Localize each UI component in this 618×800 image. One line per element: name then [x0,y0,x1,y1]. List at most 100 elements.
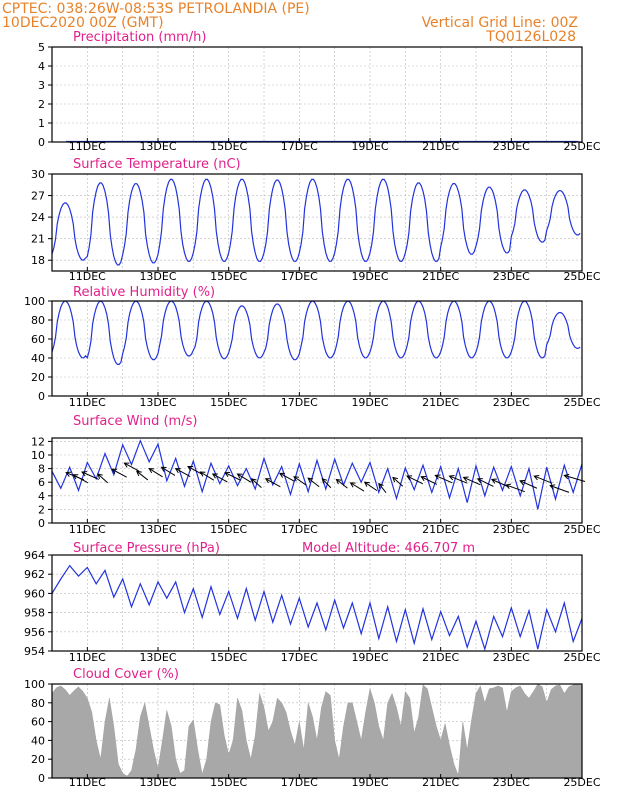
wind-arrow-head [211,473,218,479]
y-tick-label: 962 [24,568,45,581]
wind-arrow-head [224,471,231,478]
wind-arrow [279,472,295,482]
panel-frame [51,554,583,652]
panel-frame [51,46,583,143]
y-tick-label: 0 [38,390,45,403]
x-tick-label: 15DEC [210,396,247,409]
y-tick-label: 20 [31,371,45,384]
x-tick-label: 21DEC [422,396,459,409]
wind-arrow [265,478,281,488]
y-tick-label: 8 [38,463,45,476]
wind-arrow [435,474,453,484]
wind-arrow [161,466,176,476]
wind-arrow [212,473,228,483]
x-tick-label: 13DEC [139,270,176,283]
x-tick-label: 21DEC [422,776,459,789]
y-tick-label: 954 [24,645,45,658]
wind-arrow-head [335,478,342,485]
wind-arrow [81,471,100,480]
y-tick-label: 4 [38,490,45,503]
wind-arrow-head [563,473,570,480]
y-tick-label: 24 [31,211,45,224]
wind-arrow-head [250,478,257,484]
wind-arrow [111,468,127,478]
wind-arrow [378,483,387,493]
wind-arrow-head [65,471,72,477]
y-tick-label: 5 [38,41,45,54]
wind-arrow-head [278,472,285,478]
wind-speed-line [51,439,583,510]
panel-title: Surface Wind (m/s) [73,414,197,429]
wind-arrow [364,481,378,492]
y-tick-label: 964 [24,549,45,562]
panel-frame [51,300,583,397]
y-tick-label: 100 [24,295,45,308]
panel-frame [51,173,583,272]
wind-arrow [350,482,365,492]
y-tick-label: 0 [38,136,45,149]
wind-arrow-head [476,478,483,484]
x-tick-label: 19DEC [351,523,388,536]
wind-arrow-head [97,473,103,479]
y-tick-label: 100 [24,678,45,691]
header-line1-right: Vertical Grid Line: 00Z [421,15,578,31]
x-tick-label: 23DEC [493,396,530,409]
x-tick-label: 23DEC [493,523,530,536]
wind-arrow-head [187,466,194,472]
x-tick-label: 19DEC [351,396,388,409]
x-tick-label: 25DEC [563,776,600,789]
x-tick-label: 13DEC [139,523,176,536]
wind-arrow [321,478,332,489]
y-tick-label: 1 [38,117,45,130]
wind-arrow [307,477,320,488]
wind-arrow-head [420,476,427,482]
x-tick-label: 17DEC [281,776,318,789]
x-tick-label: 17DEC [281,651,318,664]
panel-title: Surface Pressure (hPa) [73,541,220,556]
wind-arrow [505,484,526,493]
panel-frame [51,683,583,779]
y-tick-label: 60 [31,333,45,346]
wind-arrow-head [406,475,413,481]
wind-arrow-head [123,462,130,468]
panel-title: Cloud Cover (%) [73,667,179,682]
pressure-line [51,564,583,652]
wind-arrow-head [533,474,540,481]
wind-arrow-head [72,474,79,480]
wind-arrow [148,468,163,478]
wind-arrow [421,476,438,485]
wind-arrow-head [490,478,497,484]
y-tick-label: 27 [31,190,45,203]
x-tick-label: 13DEC [139,140,176,153]
wind-arrow-head [392,476,398,483]
wind-arrow [550,485,570,493]
x-tick-label: 19DEC [351,776,388,789]
x-tick-label: 25DEC [563,651,600,664]
x-tick-label: 23DEC [493,270,530,283]
header-line1-left: CPTEC: 038:26W-08:53S PETROLANDIA (PE) [2,1,310,17]
model-altitude-label: Model Altitude: 466.707 m [302,541,475,556]
y-tick-label: 10 [31,449,45,462]
wind-arrow [477,478,494,487]
wind-arrow-head [174,468,181,474]
wind-arrow [251,478,262,488]
x-tick-label: 13DEC [139,776,176,789]
panel-title: Surface Temperature (nC) [73,157,241,172]
wind-arrow [406,475,424,485]
x-tick-label: 17DEC [281,140,318,153]
x-tick-label: 21DEC [422,523,459,536]
wind-arrow-head [199,471,206,477]
x-tick-label: 23DEC [493,140,530,153]
wind-arrow [519,480,538,489]
x-tick-label: 23DEC [493,651,530,664]
wind-arrow-head [293,476,300,482]
y-tick-label: 40 [31,352,45,365]
wind-arrow [449,475,468,484]
x-tick-label: 11DEC [69,776,106,789]
wind-arrow-head [307,477,314,483]
x-tick-label: 25DEC [563,270,600,283]
wind-arrow [534,475,553,484]
x-tick-label: 13DEC [139,651,176,664]
x-tick-label: 17DEC [281,396,318,409]
